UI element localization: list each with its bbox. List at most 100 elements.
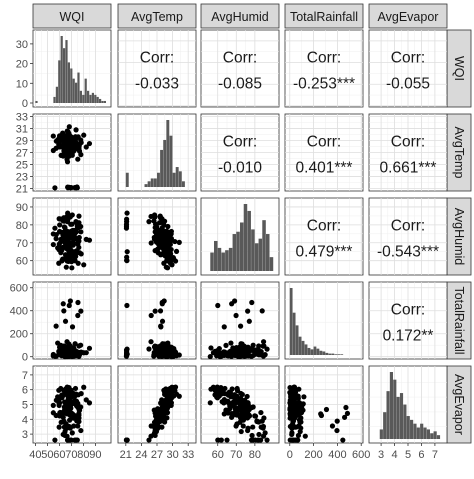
histogram-bar [340,354,344,355]
scatter-point [233,423,239,429]
scatter-point [252,413,259,419]
scatter-point [148,423,154,429]
panel-totalrainfall-wqi [32,281,112,360]
scatter-point [60,301,66,307]
scatter-point [260,353,267,359]
scatter-point [234,388,241,394]
scatter-point [76,343,82,349]
histogram-bar [77,72,80,103]
scatter-point [163,386,169,392]
scatter-point [63,245,69,252]
histogram-bar [240,222,244,271]
panel-avgtemp-wqi [32,113,112,192]
x-axis-avghumid: 60 70 80 [212,443,261,461]
strip-box [446,365,472,444]
scatter-point [239,409,246,415]
scatter-point [222,385,228,392]
panel-frame [284,197,364,276]
strip-right-label: AvgHumid [452,208,466,265]
scatter-point [153,417,159,423]
scatter-point [50,410,56,416]
corr-label: Corr: [391,218,425,235]
scatter-point [56,348,62,354]
scatter-point [64,433,70,439]
y-tick-label: 5 [22,400,28,412]
y-tick-label: 80 [16,220,28,232]
scatter-point [61,233,68,239]
x-tick-label: 50 [41,449,53,461]
scatter-point [250,424,256,430]
histogram-bar [160,149,164,187]
panel-wqi-avgevapor: Corr: -0.055 [368,29,448,108]
scatter-point [50,133,56,139]
scatter-point [86,400,93,406]
scatter-point [260,433,267,439]
corr-label: Corr: [391,134,425,151]
x-tick-label: 27 [151,449,163,461]
scatter-point [238,345,244,352]
panel-avgtemp-avghumid: Corr: -0.010 [200,113,280,192]
scatter-point [56,260,62,266]
histogram-bar [436,435,441,439]
scatter-point [76,213,82,219]
scatter-point [148,213,154,220]
scatter-point [298,425,304,431]
histogram-bar [396,396,400,439]
corr-label: Corr: [307,218,341,235]
scatter-point [289,393,295,399]
histogram-bar [243,204,248,271]
histogram-bar [319,350,323,355]
strip-box [284,3,364,29]
corr-label: Corr: [223,134,257,151]
scatter-point [65,185,71,191]
histogram-bar [328,353,332,355]
scatter-point [340,437,346,443]
scatter-point [238,395,244,401]
scatter-point [67,425,73,431]
scatter-point [234,412,240,418]
scatter-point [172,238,178,245]
panel-grid [285,198,363,275]
scatter-points [207,298,270,360]
corr-value: -0.055 [386,76,430,93]
strip-right-label: AvgTemp [452,127,466,179]
scatter-point [334,427,340,434]
scatter-point [86,237,93,243]
scatter-point [50,241,56,248]
scatter-point [124,249,130,255]
panel-totalrainfall-avgevapor: Corr: 0.172** [368,281,448,360]
scatter-point [169,384,175,390]
scatter-point [228,340,234,346]
scatter-point [162,341,168,347]
y-axis-avgevapor: 3 4 5 6 7 [22,370,33,441]
histogram-bar [53,96,56,103]
scatter-point [67,417,73,423]
scatter-point [165,223,171,230]
panel-avghumid-wqi [32,197,112,276]
scatter-point [256,352,262,358]
histogram-bar [91,92,94,103]
panel-grid [369,198,447,275]
scatter-point [157,213,163,219]
y-tick-label: 6 [22,385,28,397]
scatter-point [225,350,231,356]
x-tick-label: 200 [304,449,322,461]
y-tick-label: 400 [10,306,28,318]
x-tick-label: 24 [135,449,147,461]
scatter-point [159,318,166,324]
scatter-point [238,323,244,329]
scatter-point [289,431,295,438]
scatter-point [255,437,261,443]
scatter-point [53,323,59,329]
histogram-bar [236,231,240,271]
scatter-point [329,423,336,429]
scatter-point [72,258,78,264]
scatter-points [50,298,93,360]
histogram-bar [89,94,92,103]
histogram-bar [269,257,274,271]
strip-top-label: TotalRainfall [290,10,358,24]
histogram-bar [416,427,420,439]
scatter-point [164,393,170,399]
corr-value: -0.085 [218,76,262,93]
